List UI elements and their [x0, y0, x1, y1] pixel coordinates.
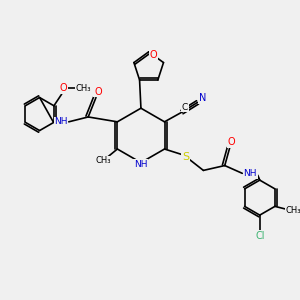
Text: CH₃: CH₃: [95, 156, 110, 165]
Text: C: C: [182, 103, 188, 112]
Text: Cl: Cl: [255, 230, 265, 241]
Text: NH: NH: [243, 169, 257, 178]
Text: S: S: [182, 152, 189, 162]
Text: N: N: [199, 94, 206, 103]
Text: NH: NH: [134, 160, 148, 169]
Text: CH₃: CH₃: [75, 84, 91, 93]
Text: O: O: [228, 137, 236, 147]
Text: O: O: [94, 87, 102, 97]
Text: NH: NH: [54, 117, 68, 126]
Text: O: O: [149, 50, 157, 60]
Text: CH₃: CH₃: [286, 206, 300, 215]
Text: O: O: [60, 83, 68, 93]
